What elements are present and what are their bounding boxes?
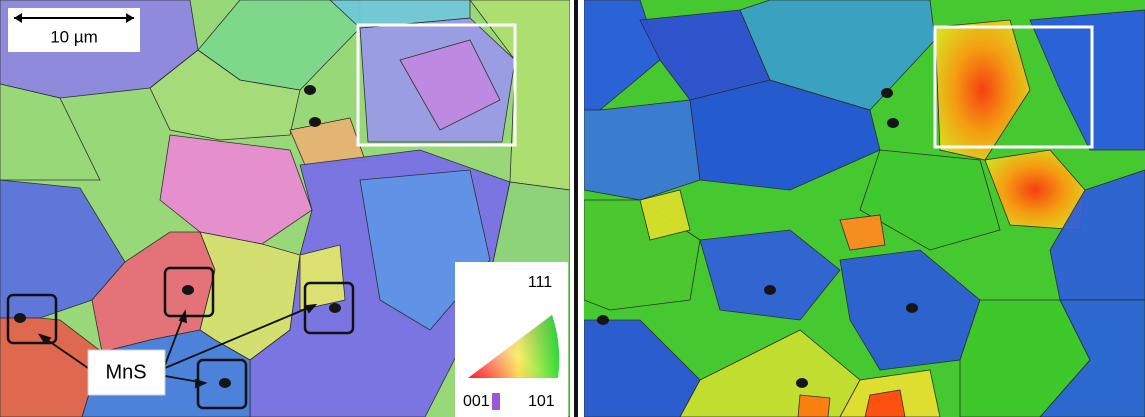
grain: [798, 395, 830, 417]
legend-swatch: [492, 393, 500, 410]
inclusion: [219, 378, 231, 388]
inclusion: [796, 378, 808, 388]
separator-line: [574, 0, 578, 417]
inclusion-label: MnS: [105, 361, 146, 383]
inclusion: [329, 303, 341, 313]
inclusion: [764, 285, 776, 295]
kam-map: [584, 0, 1145, 417]
legend-111: 111: [528, 274, 552, 291]
inclusion: [309, 117, 321, 127]
inclusion: [887, 118, 899, 128]
ebsd-figure: 10 µm MnS 111 001 101: [0, 0, 1145, 417]
inclusion: [881, 88, 893, 98]
legend-001: 001: [463, 393, 490, 410]
inclusion: [182, 285, 194, 295]
inclusion: [14, 313, 26, 323]
grain: [300, 245, 345, 310]
inclusion: [906, 303, 918, 313]
inclusion: [304, 85, 316, 95]
scale-bar-label: 10 µm: [50, 27, 98, 46]
legend-101: 101: [528, 393, 555, 410]
inclusion: [597, 315, 609, 325]
grain: [584, 100, 700, 200]
